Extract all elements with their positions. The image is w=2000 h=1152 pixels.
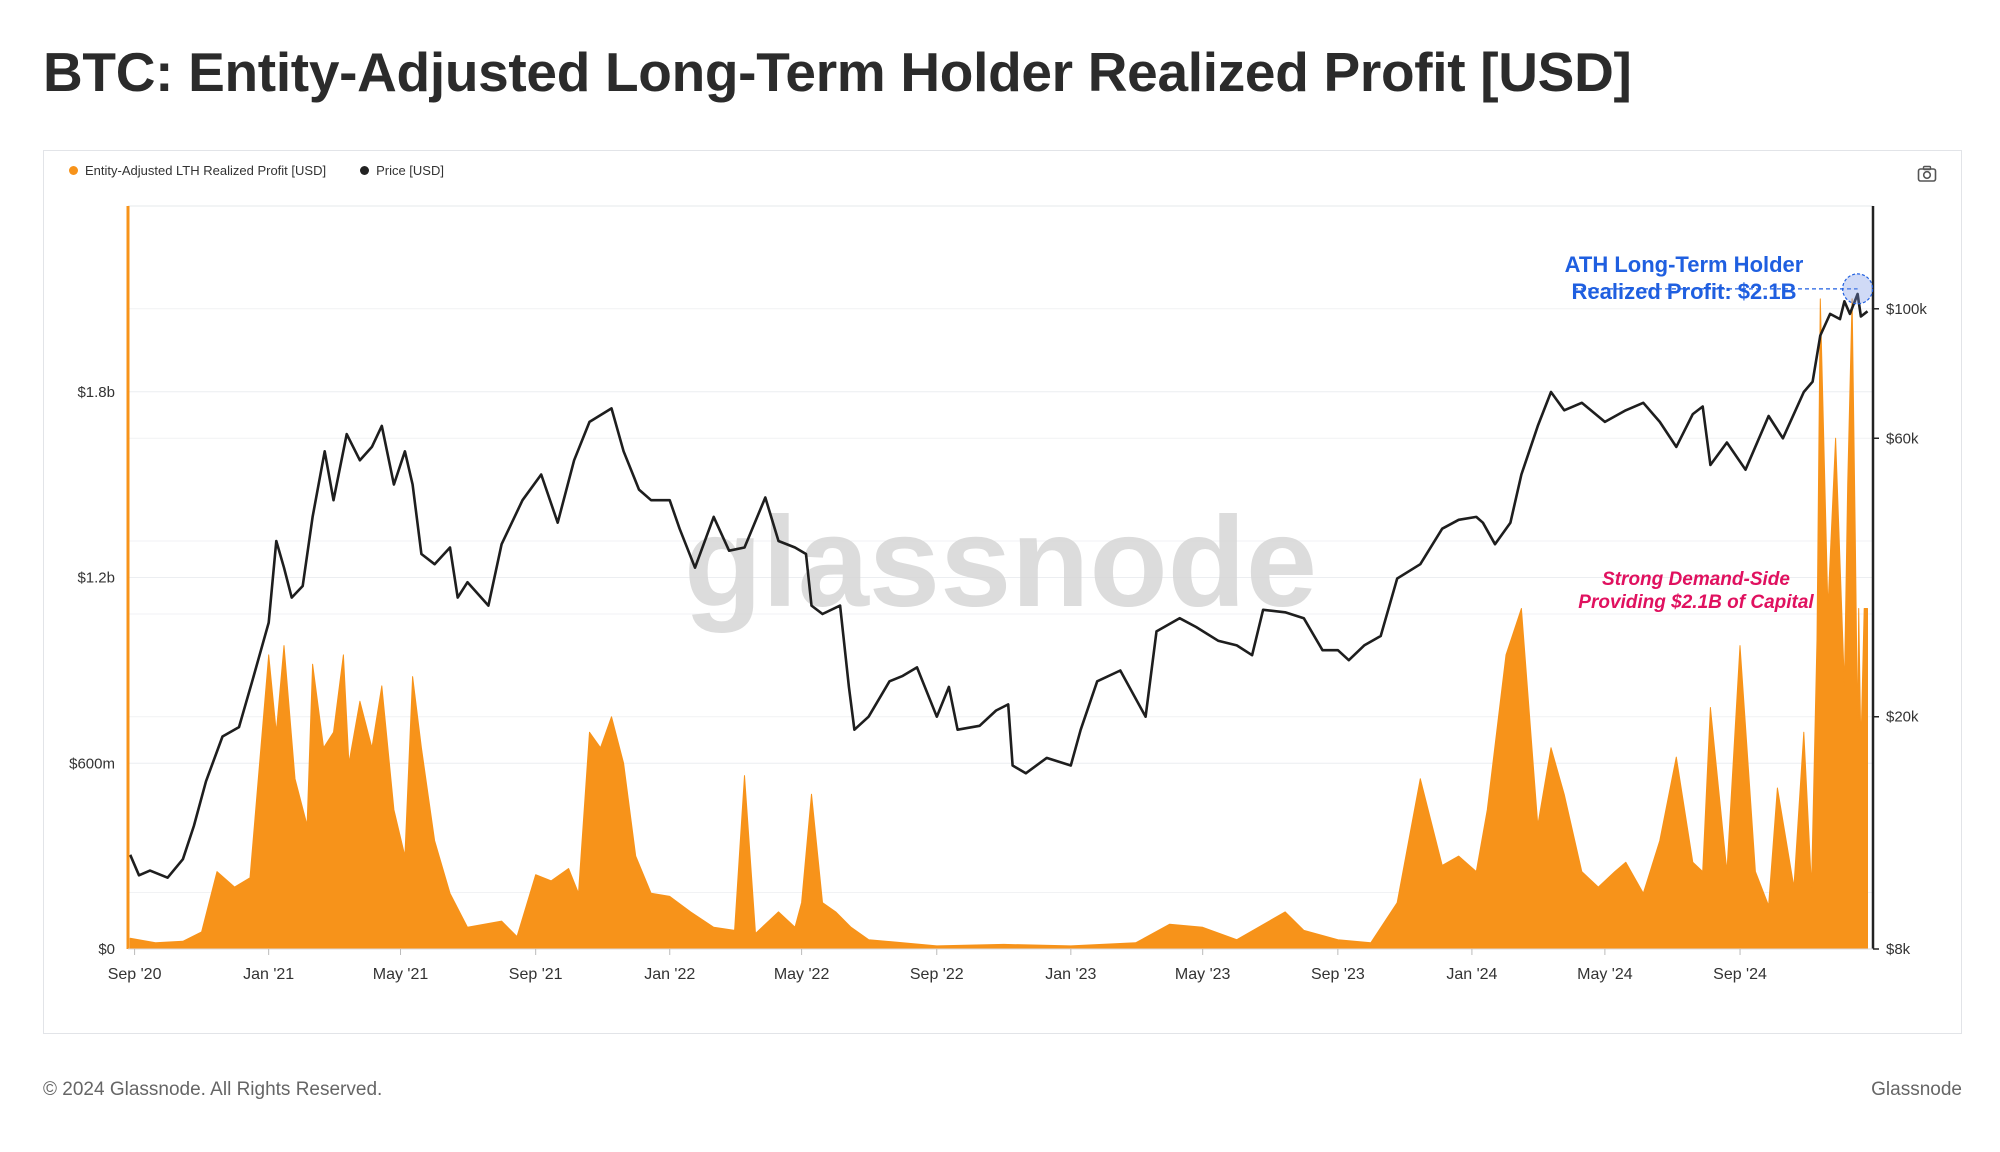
y-tick-left: $0: [98, 941, 115, 958]
legend-item-profit[interactable]: Entity-Adjusted LTH Realized Profit [USD…: [69, 163, 326, 178]
x-tick-label: Jan '21: [243, 966, 294, 983]
y-tick-left: $600m: [69, 755, 115, 772]
x-tick-label: May '23: [1175, 966, 1231, 983]
x-tick-label: Jan '24: [1446, 966, 1497, 983]
x-tick-label: Sep '22: [910, 966, 964, 983]
series-profit-area: [129, 298, 1868, 950]
y-tick-right: $100k: [1886, 301, 1927, 318]
camera-icon[interactable]: [1917, 165, 1937, 183]
copyright-text: © 2024 Glassnode. All Rights Reserved.: [43, 1079, 383, 1100]
chart-legend: Entity-Adjusted LTH Realized Profit [USD…: [69, 163, 444, 178]
legend-price-dot: [360, 166, 370, 175]
demand-annotation-text: Strong Demand-Side: [1602, 569, 1790, 590]
x-tick-label: Sep '24: [1713, 966, 1767, 983]
brand-footer: Glassnode: [1871, 1079, 1962, 1100]
chart-svg: glassnode $0 $600m $1.2b $1.8b $8k $20k $60k $10…: [69, 205, 1927, 983]
page-title: BTC: Entity-Adjusted Long-Term Holder Re…: [43, 41, 1632, 103]
ath-marker-circle: [1842, 273, 1874, 305]
x-tick-label: May '24: [1577, 966, 1633, 983]
legend-item-price[interactable]: Price [USD]: [360, 163, 444, 178]
ath-annotation-text: Realized Profit: $2.1B: [1572, 279, 1797, 304]
y-tick-left: $1.8b: [77, 384, 115, 401]
x-tick-label: May '21: [373, 966, 429, 983]
y-tick-right: $8k: [1886, 941, 1911, 958]
legend-profit-dot: [69, 166, 78, 175]
y-tick-right: $20k: [1886, 709, 1919, 726]
x-tick-label: Sep '21: [509, 966, 563, 983]
x-tick-label: May '22: [774, 966, 830, 983]
legend-price-label: Price [USD]: [376, 163, 444, 178]
watermark-text: glassnode: [684, 491, 1317, 634]
x-tick-label: Sep '20: [108, 966, 162, 983]
chart-panel: Entity-Adjusted LTH Realized Profit [USD…: [43, 150, 1962, 1034]
x-tick-label: Jan '22: [644, 966, 695, 983]
legend-profit-label: Entity-Adjusted LTH Realized Profit [USD…: [85, 163, 327, 178]
series-price-line: [129, 292, 1869, 879]
y-tick-left: $1.2b: [77, 570, 115, 587]
ath-annotation-text: ATH Long-Term Holder: [1565, 252, 1804, 277]
demand-annotation-text: Providing $2.1B of Capital: [1578, 592, 1814, 613]
x-tick-label: Jan '23: [1045, 966, 1096, 983]
y-tick-right: $60k: [1886, 430, 1919, 447]
x-tick-label: Sep '23: [1311, 966, 1365, 983]
